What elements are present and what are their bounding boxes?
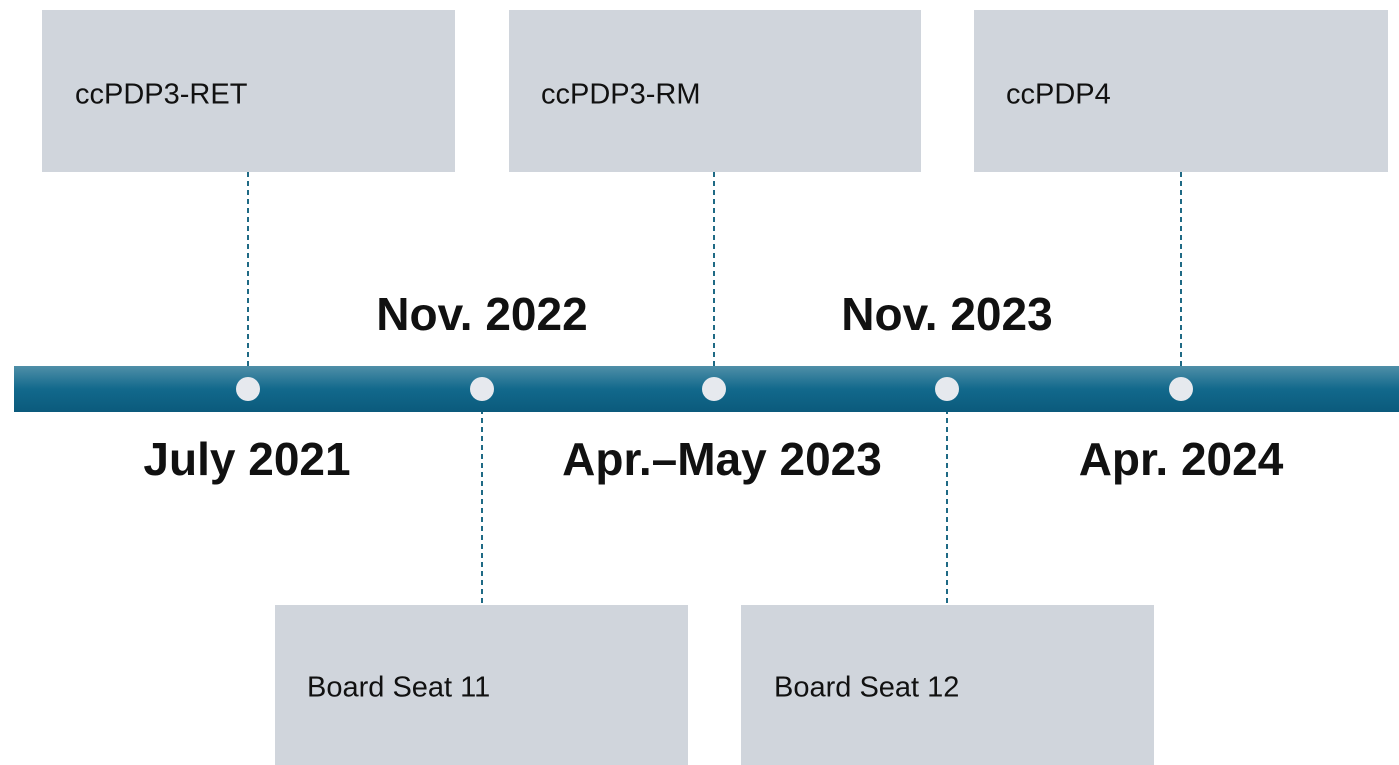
event-label: Board Seat 12 — [774, 672, 959, 704]
event-dot — [470, 377, 494, 401]
event-box — [42, 10, 455, 172]
event-box — [275, 605, 688, 765]
event-dot — [935, 377, 959, 401]
event-label: Board Seat 11 — [307, 672, 490, 704]
event-date: Apr.–May 2023 — [562, 433, 882, 485]
event-date: Nov. 2023 — [841, 288, 1052, 340]
event-box — [741, 605, 1154, 765]
event-date: Nov. 2022 — [376, 288, 587, 340]
event-box — [974, 10, 1388, 172]
event-dot — [702, 377, 726, 401]
event-date: Apr. 2024 — [1079, 433, 1284, 485]
event-dot — [1169, 377, 1193, 401]
event-label: ccPDP3-RET — [75, 79, 248, 111]
event-dot — [236, 377, 260, 401]
event-box — [509, 10, 921, 172]
event-label: ccPDP3-RM — [541, 79, 701, 111]
event-date: July 2021 — [143, 433, 350, 485]
event-label: ccPDP4 — [1006, 79, 1111, 111]
